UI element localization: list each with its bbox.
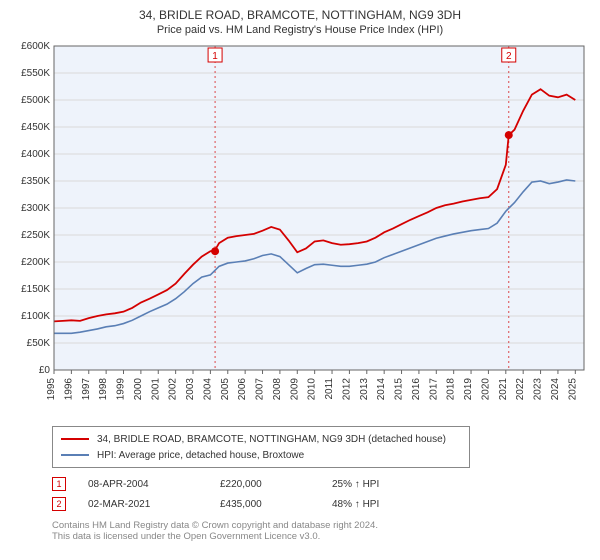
svg-text:2002: 2002: [168, 378, 179, 401]
svg-text:2022: 2022: [515, 378, 526, 401]
chart-svg: £0 £50K £100K £150K £200K £250K £300K £350K £400…: [8, 40, 592, 420]
sale-row: 1 08-APR-2004 £220,000 25% ↑ HPI: [52, 474, 592, 494]
svg-text:2006: 2006: [237, 378, 248, 401]
sale-price: £435,000: [220, 499, 310, 510]
svg-text:£450K: £450K: [21, 122, 50, 133]
svg-text:£600K: £600K: [21, 41, 50, 52]
legend-row: 34, BRIDLE ROAD, BRAMCOTE, NOTTINGHAM, N…: [61, 431, 461, 447]
svg-text:2024: 2024: [550, 378, 561, 401]
sale-hpi-diff: 48% ↑ HPI: [332, 499, 432, 510]
svg-text:2004: 2004: [202, 378, 213, 401]
footer-line-2: This data is licensed under the Open Gov…: [52, 531, 592, 542]
legend-row: HPI: Average price, detached house, Brox…: [61, 447, 461, 463]
legend-swatch: [61, 454, 89, 456]
svg-text:£150K: £150K: [21, 284, 50, 295]
svg-text:2010: 2010: [307, 378, 318, 401]
svg-text:£100K: £100K: [21, 311, 50, 322]
chart-title-sub: Price paid vs. HM Land Registry's House …: [8, 24, 592, 36]
legend-label: 34, BRIDLE ROAD, BRAMCOTE, NOTTINGHAM, N…: [97, 434, 446, 445]
svg-text:2017: 2017: [428, 378, 439, 401]
svg-text:£300K: £300K: [21, 203, 50, 214]
svg-text:2015: 2015: [394, 378, 405, 401]
sale-marker-box: 1: [52, 477, 66, 491]
sale-marker-box: 2: [52, 497, 66, 511]
svg-text:1996: 1996: [63, 378, 74, 401]
svg-text:2019: 2019: [463, 378, 474, 401]
sale-date: 02-MAR-2021: [88, 499, 198, 510]
svg-text:2003: 2003: [185, 378, 196, 401]
svg-text:2005: 2005: [220, 378, 231, 401]
chart-title-address: 34, BRIDLE ROAD, BRAMCOTE, NOTTINGHAM, N…: [8, 8, 592, 22]
legend-label: HPI: Average price, detached house, Brox…: [97, 450, 304, 461]
sale-row: 2 02-MAR-2021 £435,000 48% ↑ HPI: [52, 494, 592, 514]
price-chart: £0 £50K £100K £150K £200K £250K £300K £350K £400…: [8, 40, 592, 420]
svg-text:2009: 2009: [289, 378, 300, 401]
svg-text:2: 2: [506, 51, 512, 62]
svg-text:2007: 2007: [255, 378, 266, 401]
svg-text:2023: 2023: [533, 378, 544, 401]
svg-text:2000: 2000: [133, 378, 144, 401]
sale-price: £220,000: [220, 479, 310, 490]
svg-text:2014: 2014: [376, 378, 387, 401]
svg-text:£400K: £400K: [21, 149, 50, 160]
sales-list: 1 08-APR-2004 £220,000 25% ↑ HPI 2 02-MAR-202…: [52, 474, 592, 514]
svg-text:2018: 2018: [446, 378, 457, 401]
svg-text:2011: 2011: [324, 378, 335, 400]
svg-text:2001: 2001: [150, 378, 161, 401]
svg-text:1: 1: [212, 51, 218, 62]
svg-text:2025: 2025: [567, 378, 578, 401]
legend-box: 34, BRIDLE ROAD, BRAMCOTE, NOTTINGHAM, N…: [52, 426, 470, 468]
svg-text:£500K: £500K: [21, 95, 50, 106]
svg-text:1999: 1999: [116, 378, 127, 401]
footer-attribution: Contains HM Land Registry data © Crown c…: [52, 520, 592, 542]
svg-text:1997: 1997: [81, 378, 92, 401]
svg-text:£50K: £50K: [27, 338, 51, 349]
svg-text:£250K: £250K: [21, 230, 50, 241]
sale-hpi-diff: 25% ↑ HPI: [332, 479, 432, 490]
svg-text:2008: 2008: [272, 378, 283, 401]
svg-text:1995: 1995: [46, 378, 57, 401]
svg-text:£350K: £350K: [21, 176, 50, 187]
svg-text:2021: 2021: [498, 378, 509, 401]
svg-text:2016: 2016: [411, 378, 422, 401]
svg-text:£0: £0: [39, 365, 51, 376]
svg-text:2013: 2013: [359, 378, 370, 401]
svg-text:2012: 2012: [341, 378, 352, 401]
svg-text:1998: 1998: [98, 378, 109, 401]
footer-line-1: Contains HM Land Registry data © Crown c…: [52, 520, 592, 531]
svg-text:£200K: £200K: [21, 257, 50, 268]
legend-swatch: [61, 438, 89, 440]
svg-text:£550K: £550K: [21, 68, 50, 79]
svg-text:2020: 2020: [480, 378, 491, 401]
sale-date: 08-APR-2004: [88, 479, 198, 490]
